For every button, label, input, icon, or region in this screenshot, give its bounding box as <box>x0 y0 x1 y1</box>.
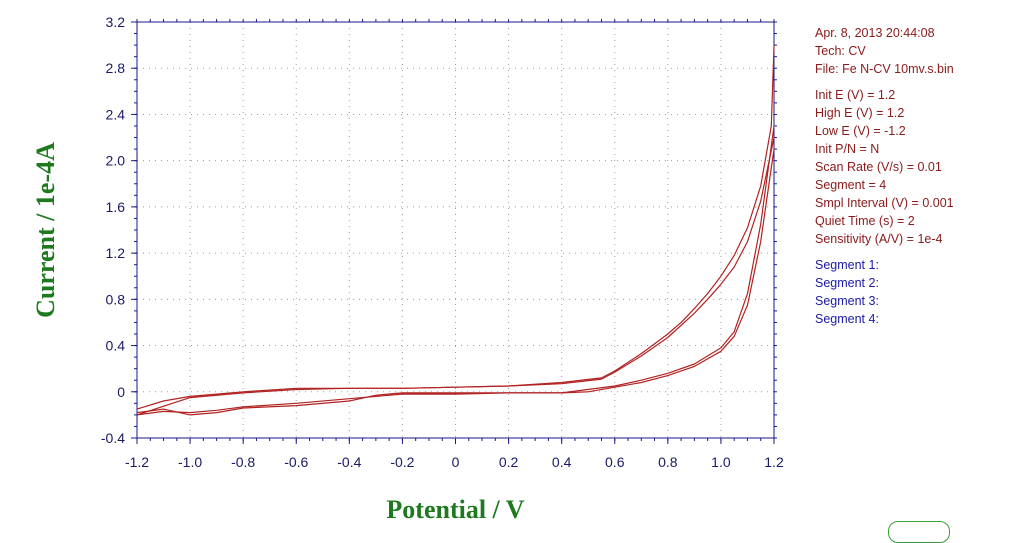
watermark-logo <box>888 521 950 543</box>
x-tick-label: -0.6 <box>284 454 308 470</box>
param-line: High E (V) = 1.2 <box>815 106 905 120</box>
minor-ticks <box>131 19 777 444</box>
x-tick-label: 0 <box>452 454 460 470</box>
x-tick-label: 0.4 <box>552 454 572 470</box>
y-tick-label: 0.4 <box>106 338 126 354</box>
spacer <box>815 78 954 86</box>
x-tick-label: 0.8 <box>658 454 678 470</box>
y-tick-label: 0 <box>117 384 125 400</box>
x-tick-labels: -1.2 -1.0 -0.8 -0.6 -0.4 -0.2 0 0.2 0.4 0.6 0.8 1.0… <box>125 454 784 470</box>
y-tick-label: -0.4 <box>101 430 125 446</box>
y-tick-label: 0.8 <box>106 291 126 307</box>
date-time-line: Apr. 8, 2013 20:44:08 <box>815 26 935 40</box>
x-tick-label: 1.0 <box>711 454 731 470</box>
technique-line: Tech: CV <box>815 44 866 58</box>
param-line: Segment = 4 <box>815 178 887 192</box>
y-tick-label: 3.2 <box>106 14 126 30</box>
segment-line: Segment 4: <box>815 312 879 326</box>
param-line: Init P/N = N <box>815 142 880 156</box>
x-tick-label: -0.4 <box>337 454 361 470</box>
param-line: Quiet Time (s) = 2 <box>815 214 915 228</box>
y-tick-label: 2.8 <box>106 60 126 76</box>
cv-segment-line-1 <box>136 45 775 410</box>
y-tick-label: 1.6 <box>106 199 126 215</box>
x-tick-label: -0.2 <box>390 454 414 470</box>
param-line: Sensitivity (A/V) = 1e-4 <box>815 232 943 246</box>
y-tick-label: 2.0 <box>106 153 126 169</box>
experiment-info-panel: Apr. 8, 2013 20:44:08 Tech: CV File: Fe … <box>815 24 954 328</box>
x-tick-label: -0.8 <box>231 454 255 470</box>
x-tick-label: 0.2 <box>499 454 519 470</box>
cv-chart: -1.2 -1.0 -0.8 -0.6 -0.4 -0.2 0 0.2 0.4 0.6 0.8 1.0… <box>31 14 784 524</box>
y-tick-labels: -0.4 0 0.4 0.8 1.2 1.6 2.0 2.4 2.8 3.2 <box>101 14 125 446</box>
param-line: Smpl Interval (V) = 0.001 <box>815 196 954 210</box>
segment-line: Segment 3: <box>815 294 879 308</box>
grid-lines <box>136 21 775 439</box>
segment-line: Segment 2: <box>815 276 879 290</box>
x-tick-label: 0.6 <box>605 454 625 470</box>
spacer <box>815 248 954 256</box>
y-tick-label: 2.4 <box>106 106 126 122</box>
param-line: Low E (V) = -1.2 <box>815 124 906 138</box>
segment-line: Segment 1: <box>815 258 879 272</box>
param-line: Init E (V) = 1.2 <box>815 88 896 102</box>
file-line: File: Fe N-CV 10mv.s.bin <box>815 62 954 76</box>
cv-segment-line-4 <box>136 125 775 416</box>
cv-segment-line-3 <box>136 137 775 416</box>
x-tick-label: 1.2 <box>764 454 784 470</box>
x-axis-title: Potential / V <box>386 495 524 524</box>
y-tick-label: 1.2 <box>106 245 126 261</box>
y-axis-title: Current / 1e-4A <box>31 142 60 318</box>
plot-frame <box>136 21 775 439</box>
param-line: Scan Rate (V/s) = 0.01 <box>815 160 942 174</box>
x-tick-label: -1.2 <box>125 454 149 470</box>
x-tick-label: -1.0 <box>178 454 202 470</box>
cv-curves <box>136 45 775 416</box>
cv-segment-line-2 <box>136 149 775 416</box>
